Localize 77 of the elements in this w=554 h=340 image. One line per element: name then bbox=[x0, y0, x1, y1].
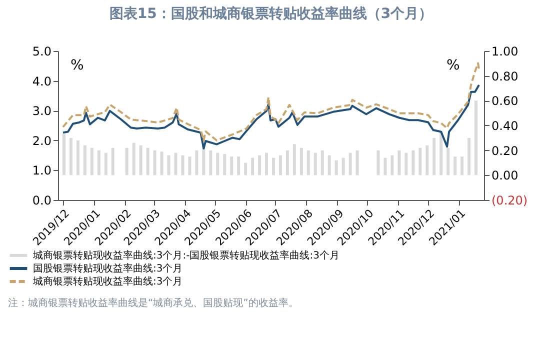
y2-axis-title: % bbox=[446, 58, 460, 74]
chart-title: 图表15：国股和城商银票转贴收益率曲线（3个月） bbox=[109, 5, 433, 22]
bar bbox=[278, 155, 282, 176]
bar bbox=[83, 145, 86, 176]
bar bbox=[237, 156, 240, 176]
bar bbox=[265, 152, 268, 176]
bar bbox=[111, 148, 114, 176]
legend-label: 城商银票转贴现收益率曲线:3个月 bbox=[32, 276, 183, 288]
bar bbox=[300, 148, 303, 176]
y-tick-label: 3.0 bbox=[32, 104, 52, 118]
bar bbox=[104, 152, 108, 176]
bar bbox=[286, 150, 289, 176]
y-tick-label: 5.0 bbox=[32, 44, 52, 58]
bar bbox=[146, 148, 150, 176]
bar bbox=[195, 150, 198, 176]
bar bbox=[328, 155, 331, 176]
y2-tick-label: 1.00 bbox=[492, 44, 518, 58]
bar bbox=[404, 152, 408, 176]
bar bbox=[132, 142, 136, 176]
bar bbox=[460, 156, 464, 176]
y-tick-label: 0.0 bbox=[32, 194, 52, 208]
y-tick-label: 2.0 bbox=[32, 134, 52, 148]
y-tick-label: 4.0 bbox=[32, 74, 52, 88]
bar bbox=[356, 150, 359, 176]
bar bbox=[174, 152, 178, 176]
bar bbox=[320, 150, 324, 176]
bar bbox=[474, 100, 478, 176]
bar bbox=[139, 145, 142, 176]
bar bbox=[258, 155, 262, 176]
bar bbox=[426, 145, 429, 176]
bar bbox=[181, 155, 184, 176]
bar bbox=[418, 148, 422, 176]
bar bbox=[412, 150, 415, 176]
bar bbox=[167, 155, 170, 176]
y-tick-label: 1.0 bbox=[32, 164, 52, 178]
bar bbox=[62, 134, 66, 176]
y2-tick-label: 0.40 bbox=[492, 119, 518, 133]
y2-tick-label: (0.20) bbox=[492, 194, 528, 208]
bar bbox=[90, 148, 94, 176]
bar bbox=[314, 152, 317, 176]
bar bbox=[398, 150, 401, 176]
bar bbox=[160, 152, 164, 176]
y2-tick-label: 0.60 bbox=[492, 94, 518, 108]
bar bbox=[390, 155, 394, 176]
bar bbox=[223, 154, 226, 176]
text: 注：城商银票转贴收益率曲线是“城商承兑、国股贴现”的收益率。 bbox=[8, 296, 298, 310]
bar bbox=[230, 156, 234, 176]
bar bbox=[76, 140, 80, 176]
bar bbox=[342, 158, 345, 176]
legend-label: 城商银票转贴现收益率曲线:3个月:-国股银票转贴现收益率曲线:3个月 bbox=[32, 250, 340, 262]
bar bbox=[292, 144, 296, 176]
bar bbox=[432, 138, 436, 176]
y2-tick-label: 0.00 bbox=[492, 168, 518, 183]
bar bbox=[153, 150, 156, 176]
y2-tick-label: 0.80 bbox=[492, 69, 518, 84]
bar bbox=[446, 148, 450, 176]
bar bbox=[209, 150, 212, 176]
bar bbox=[69, 138, 72, 176]
bar bbox=[384, 158, 387, 176]
bar bbox=[468, 138, 471, 176]
bar bbox=[216, 152, 220, 176]
bar bbox=[454, 156, 457, 176]
bar bbox=[440, 132, 443, 176]
bar bbox=[97, 150, 100, 176]
y2-tick-label: 0.20 bbox=[492, 144, 518, 158]
bar bbox=[334, 160, 338, 176]
bar bbox=[376, 150, 380, 176]
line-series bbox=[62, 84, 480, 150]
bar bbox=[244, 162, 248, 176]
bar bbox=[306, 150, 310, 176]
legend-label: 国股银票转贴现收益率曲线:3个月 bbox=[33, 262, 183, 274]
bar bbox=[125, 148, 128, 176]
bar bbox=[188, 156, 192, 176]
bar bbox=[272, 158, 275, 176]
bar bbox=[348, 152, 352, 176]
y-axis-title: % bbox=[70, 58, 84, 74]
bar bbox=[251, 158, 254, 176]
